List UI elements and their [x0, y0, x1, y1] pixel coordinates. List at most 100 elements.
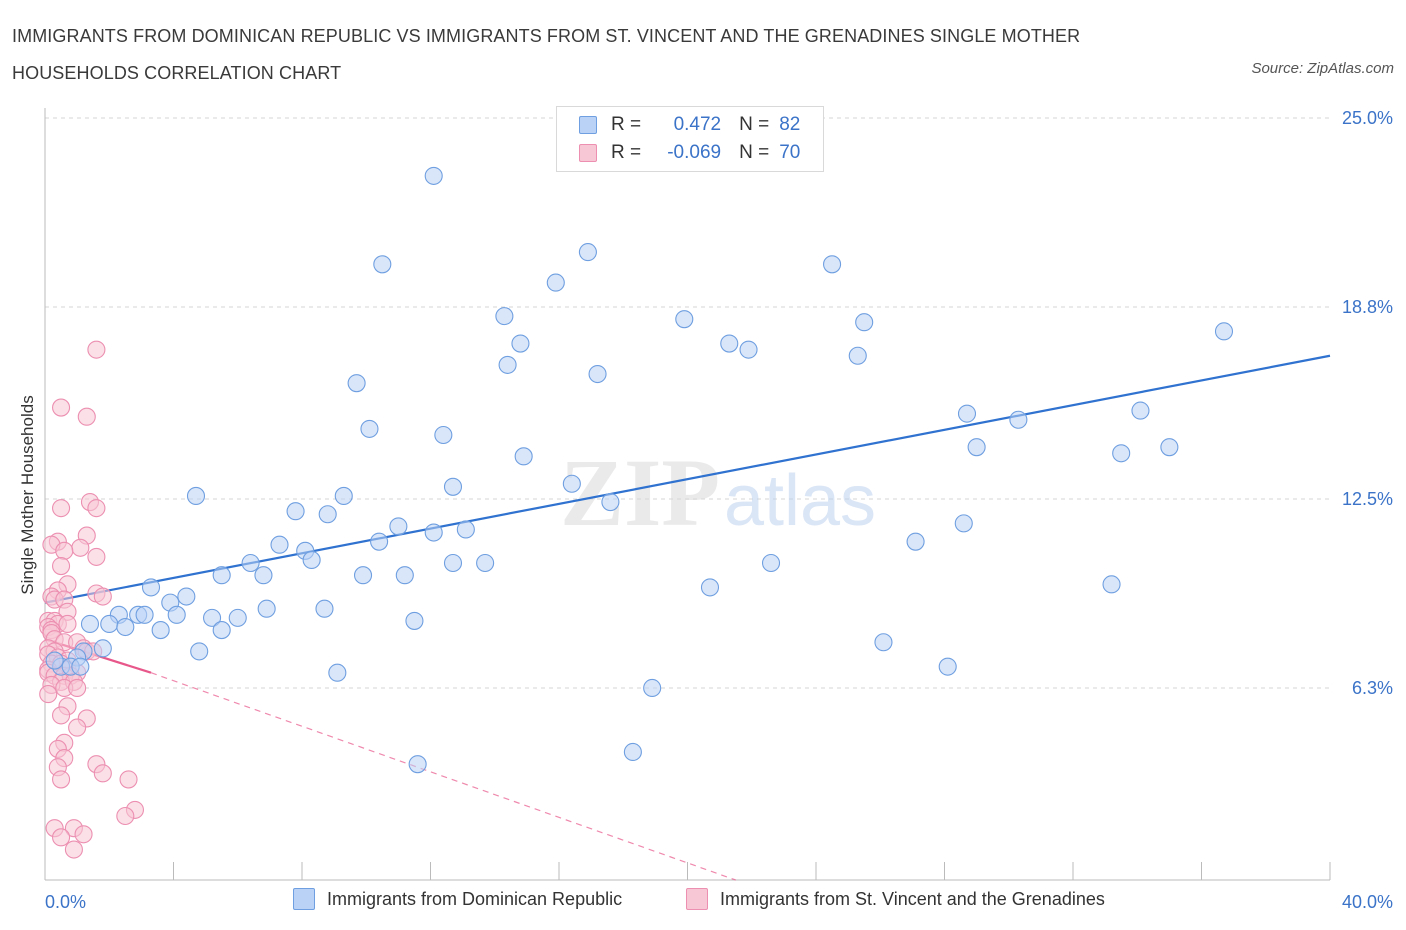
- point-dominican: [228, 608, 247, 627]
- point-dominican: [347, 374, 366, 393]
- point-st-vincent: [77, 407, 96, 426]
- legend-row-blue: R = 0.472 N = 82: [579, 111, 800, 139]
- point-dominican: [906, 532, 925, 551]
- r-value-pink: -0.069: [667, 142, 722, 163]
- point-dominican: [424, 166, 443, 185]
- pink-swatch-icon: [686, 888, 708, 910]
- point-st-vincent: [93, 587, 112, 606]
- point-dominican: [1160, 438, 1179, 457]
- blue-swatch-icon: [293, 888, 315, 910]
- point-st-vincent: [116, 806, 135, 826]
- point-st-vincent: [71, 538, 90, 557]
- point-st-vincent: [93, 764, 112, 783]
- point-dominican: [302, 550, 321, 570]
- blue-swatch-icon: [579, 116, 597, 134]
- point-dominican: [286, 502, 305, 521]
- n-label: N =: [739, 142, 770, 163]
- point-dominican: [739, 340, 758, 359]
- y-tick-label: 25.0%: [1342, 108, 1393, 128]
- point-dominican: [1214, 322, 1234, 341]
- point-dominican: [177, 587, 196, 606]
- point-dominican: [370, 532, 389, 551]
- y-tick-labels: 6.3% 12.5% 18.8% 25.0%: [1342, 108, 1393, 698]
- y-tick-label: 6.3%: [1352, 678, 1393, 698]
- chart-title: IMMIGRANTS FROM DOMINICAN REPUBLIC VS IM…: [12, 26, 1081, 83]
- pink-swatch-icon: [579, 144, 597, 162]
- point-st-vincent: [64, 840, 83, 859]
- legend-row-pink: R = -0.069 N = 70: [579, 139, 800, 167]
- legend-item-st-vincent: Immigrants from St. Vincent and the Gren…: [686, 888, 1105, 910]
- point-dominican: [405, 611, 424, 630]
- point-dominican: [212, 566, 231, 585]
- point-st-vincent: [119, 770, 138, 789]
- source-label: Source: ZipAtlas.com: [1251, 60, 1394, 77]
- x-tick-labels: 0.0% 40.0%: [45, 892, 1393, 912]
- point-dominican: [93, 639, 112, 658]
- watermark-atlas: atlas: [724, 461, 876, 541]
- legend-item-dominican: Immigrants from Dominican Republic: [293, 888, 622, 910]
- point-dominican: [190, 642, 209, 661]
- point-dominican: [318, 505, 337, 524]
- point-dominican: [1009, 410, 1028, 429]
- point-dominican: [623, 742, 642, 762]
- point-dominican: [186, 486, 206, 506]
- point-dominican: [315, 599, 334, 618]
- point-dominican: [241, 553, 260, 573]
- watermark: ZIP atlas: [560, 439, 876, 546]
- point-dominican: [212, 621, 231, 640]
- trend-line-st-vincent-extension: [150, 672, 736, 881]
- point-dominican: [1112, 444, 1131, 463]
- point-dominican: [424, 523, 443, 542]
- point-dominican: [720, 334, 739, 353]
- r-value-blue: 0.472: [673, 114, 722, 135]
- point-dominican: [373, 255, 392, 274]
- point-dominican: [848, 346, 867, 365]
- point-dominican: [254, 566, 273, 585]
- legend-label-st-vincent: Immigrants from St. Vincent and the Gren…: [720, 888, 1105, 909]
- point-st-vincent: [52, 706, 71, 725]
- n-label: N =: [739, 114, 770, 135]
- point-dominican: [100, 614, 119, 634]
- point-dominican: [257, 599, 276, 618]
- point-st-vincent: [58, 614, 77, 634]
- point-dominican: [443, 477, 463, 496]
- point-dominican: [514, 447, 533, 466]
- r-label: R =: [611, 142, 642, 163]
- point-dominican: [80, 614, 100, 634]
- correlation-legend: R = 0.472 N = 82 R = -0.069 N = 70: [556, 106, 824, 172]
- trend-line-dominican: [44, 354, 1331, 604]
- point-st-vincent: [68, 678, 87, 698]
- point-dominican: [938, 657, 957, 676]
- point-dominican: [71, 657, 90, 676]
- point-st-vincent: [55, 541, 74, 560]
- point-dominican: [954, 514, 973, 533]
- point-dominican: [588, 364, 607, 384]
- point-dominican: [408, 755, 427, 774]
- legend-label-dominican: Immigrants from Dominican Republic: [327, 888, 623, 909]
- point-st-vincent: [52, 557, 71, 576]
- point-dominican: [141, 578, 161, 597]
- series-legend: Immigrants from Dominican Republic Immig…: [0, 888, 1406, 916]
- watermark-zip: ZIP: [560, 439, 720, 546]
- point-st-vincent: [52, 398, 71, 417]
- point-dominican: [855, 313, 874, 332]
- point-st-vincent: [52, 828, 71, 847]
- point-dominican: [643, 678, 662, 698]
- point-dominican: [45, 651, 64, 670]
- x-tick-label-min: 0.0%: [45, 892, 86, 912]
- point-st-vincent: [52, 770, 71, 789]
- point-dominican: [967, 438, 986, 457]
- point-dominican: [700, 578, 720, 597]
- point-st-vincent: [87, 499, 106, 518]
- point-dominican: [389, 517, 408, 536]
- point-dominican: [203, 608, 222, 627]
- point-dominican: [1131, 401, 1150, 420]
- point-st-vincent: [52, 499, 71, 518]
- point-dominican: [476, 553, 495, 573]
- point-dominican: [135, 605, 154, 624]
- point-dominican: [353, 566, 373, 585]
- point-dominican: [334, 486, 353, 506]
- point-dominican: [328, 663, 347, 682]
- axes: [44, 108, 1331, 881]
